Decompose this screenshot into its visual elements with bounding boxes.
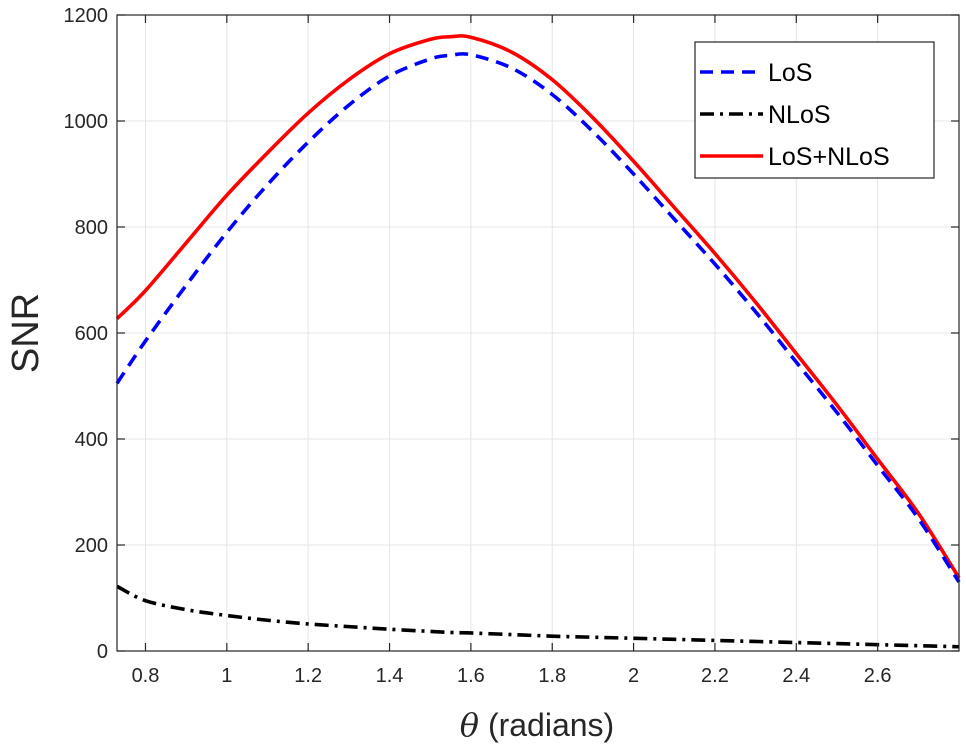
y-tick-label: 400 (75, 429, 108, 451)
x-tick-label: 1.6 (457, 665, 485, 687)
legend-label: LoS (768, 59, 812, 87)
x-tick-label: 0.8 (132, 665, 160, 687)
y-axis-ticks: 0 200 400 600 800 1000 1200 (64, 5, 959, 663)
x-tick-label: 2 (628, 665, 639, 687)
x-tick-label: 2.4 (782, 665, 810, 687)
legend: LoS NLoS LoS+NLoS (694, 41, 935, 179)
data-series (115, 34, 961, 649)
x-tick-label: 1.2 (294, 665, 322, 687)
y-tick-label: 1000 (64, 111, 109, 133)
x-tick-label: 1.4 (376, 665, 404, 687)
x-axis-label: θ (radians) (460, 706, 614, 744)
x-tick-label: 1 (221, 665, 232, 687)
y-tick-label: 0 (97, 641, 108, 663)
legend-label: NLoS (768, 101, 831, 129)
x-tick-label: 2.6 (864, 665, 892, 687)
y-tick-label: 600 (75, 323, 108, 345)
y-axis-label: SNR (5, 293, 47, 373)
y-tick-label: 800 (75, 217, 108, 239)
series-line-los (115, 51, 961, 584)
x-axis-unit-label: (radians) (479, 707, 614, 743)
legend-label: LoS+NLoS (768, 143, 890, 171)
y-tick-label: 200 (75, 535, 108, 557)
x-tick-label: 2.2 (701, 665, 729, 687)
x-tick-label: 1.8 (538, 665, 566, 687)
y-tick-label: 1200 (64, 5, 109, 27)
x-axis-ticks: 0.8 1 1.2 1.4 1.6 1.8 2 2.2 2.4 2.6 (132, 15, 892, 687)
theta-symbol: θ (460, 706, 479, 744)
series-line-los-nlos (115, 34, 961, 579)
series-line-nlos (116, 584, 960, 649)
